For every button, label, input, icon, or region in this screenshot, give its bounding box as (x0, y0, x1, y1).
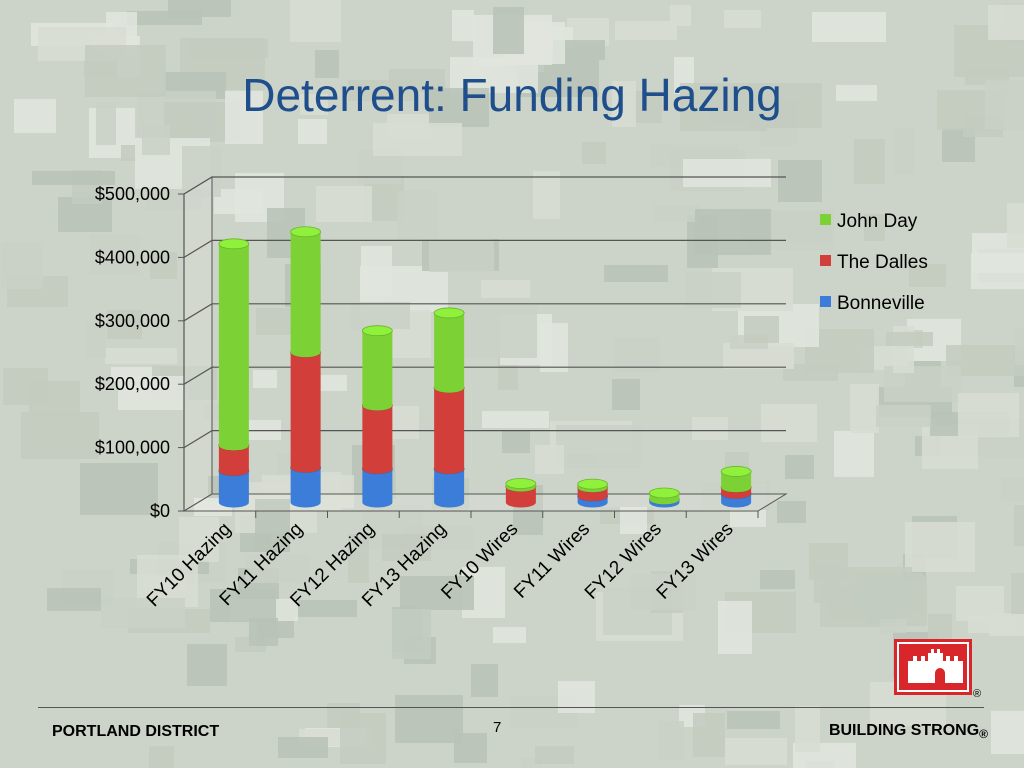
legend: John Day The Dalles Bonneville (820, 211, 928, 314)
page-number: 7 (493, 719, 502, 736)
x-tick-label: FY12 Wires (581, 519, 666, 604)
y-tick-label: $200,000 (95, 374, 170, 394)
gridlines (178, 176, 786, 518)
footer-divider (38, 707, 984, 708)
chart-back-wall (182, 176, 788, 512)
svg-text:The Dalles: The Dalles (837, 252, 928, 273)
footer-motto-mark: ® (979, 727, 988, 741)
y-axis-labels: $0 $100,000 $200,000 $300,000 $400,000 $500,0… (95, 184, 170, 521)
bars (218, 226, 752, 508)
gridline (183, 239, 786, 258)
bar-segment-john-day (505, 478, 537, 492)
legend-item: John Day (820, 211, 918, 232)
bar-segment-john-day (361, 325, 393, 411)
gridline (183, 366, 786, 385)
y-tick-label: $500,000 (95, 184, 170, 204)
bar-segment-the-dalles (361, 400, 393, 474)
castle-icon (894, 639, 972, 695)
bar-segment-john-day (218, 238, 250, 451)
y-tick-label: $100,000 (95, 438, 170, 458)
gridline (183, 176, 786, 195)
logo-registered-mark: ® (973, 688, 982, 700)
svg-text:John Day: John Day (837, 211, 918, 232)
x-tick-label: FY10 Wires (437, 519, 522, 604)
footer-motto: BUILDING STRONG® (829, 722, 988, 741)
y-tick-label: $400,000 (95, 247, 170, 267)
bar-segment-john-day (577, 478, 609, 493)
bar-segment-the-dalles (433, 382, 465, 474)
y-tick-label: $300,000 (95, 311, 170, 331)
footer-organization: PORTLAND DISTRICT (52, 723, 220, 740)
gridline (183, 303, 786, 322)
bar-segment-the-dalles (290, 346, 322, 473)
x-tick-label: FY13 Wires (653, 519, 738, 604)
y-tick-label: $0 (150, 501, 170, 521)
bar-segment-john-day (648, 487, 680, 505)
bar-segment-john-day (290, 226, 322, 358)
bar-segment-john-day (433, 307, 465, 393)
footer-motto-text: BUILDING STRONG (828, 722, 980, 739)
legend-item: Bonneville (820, 293, 925, 314)
stacked-bar-chart: $0 $100,000 $200,000 $300,000 $400,000 $500,0… (95, 176, 928, 612)
slide-title: Deterrent: Funding Hazing (242, 69, 782, 121)
legend-item: The Dalles (820, 252, 928, 273)
svg-text:Bonneville: Bonneville (837, 293, 925, 314)
bar-segment-john-day (720, 466, 752, 493)
gridline (183, 430, 786, 449)
